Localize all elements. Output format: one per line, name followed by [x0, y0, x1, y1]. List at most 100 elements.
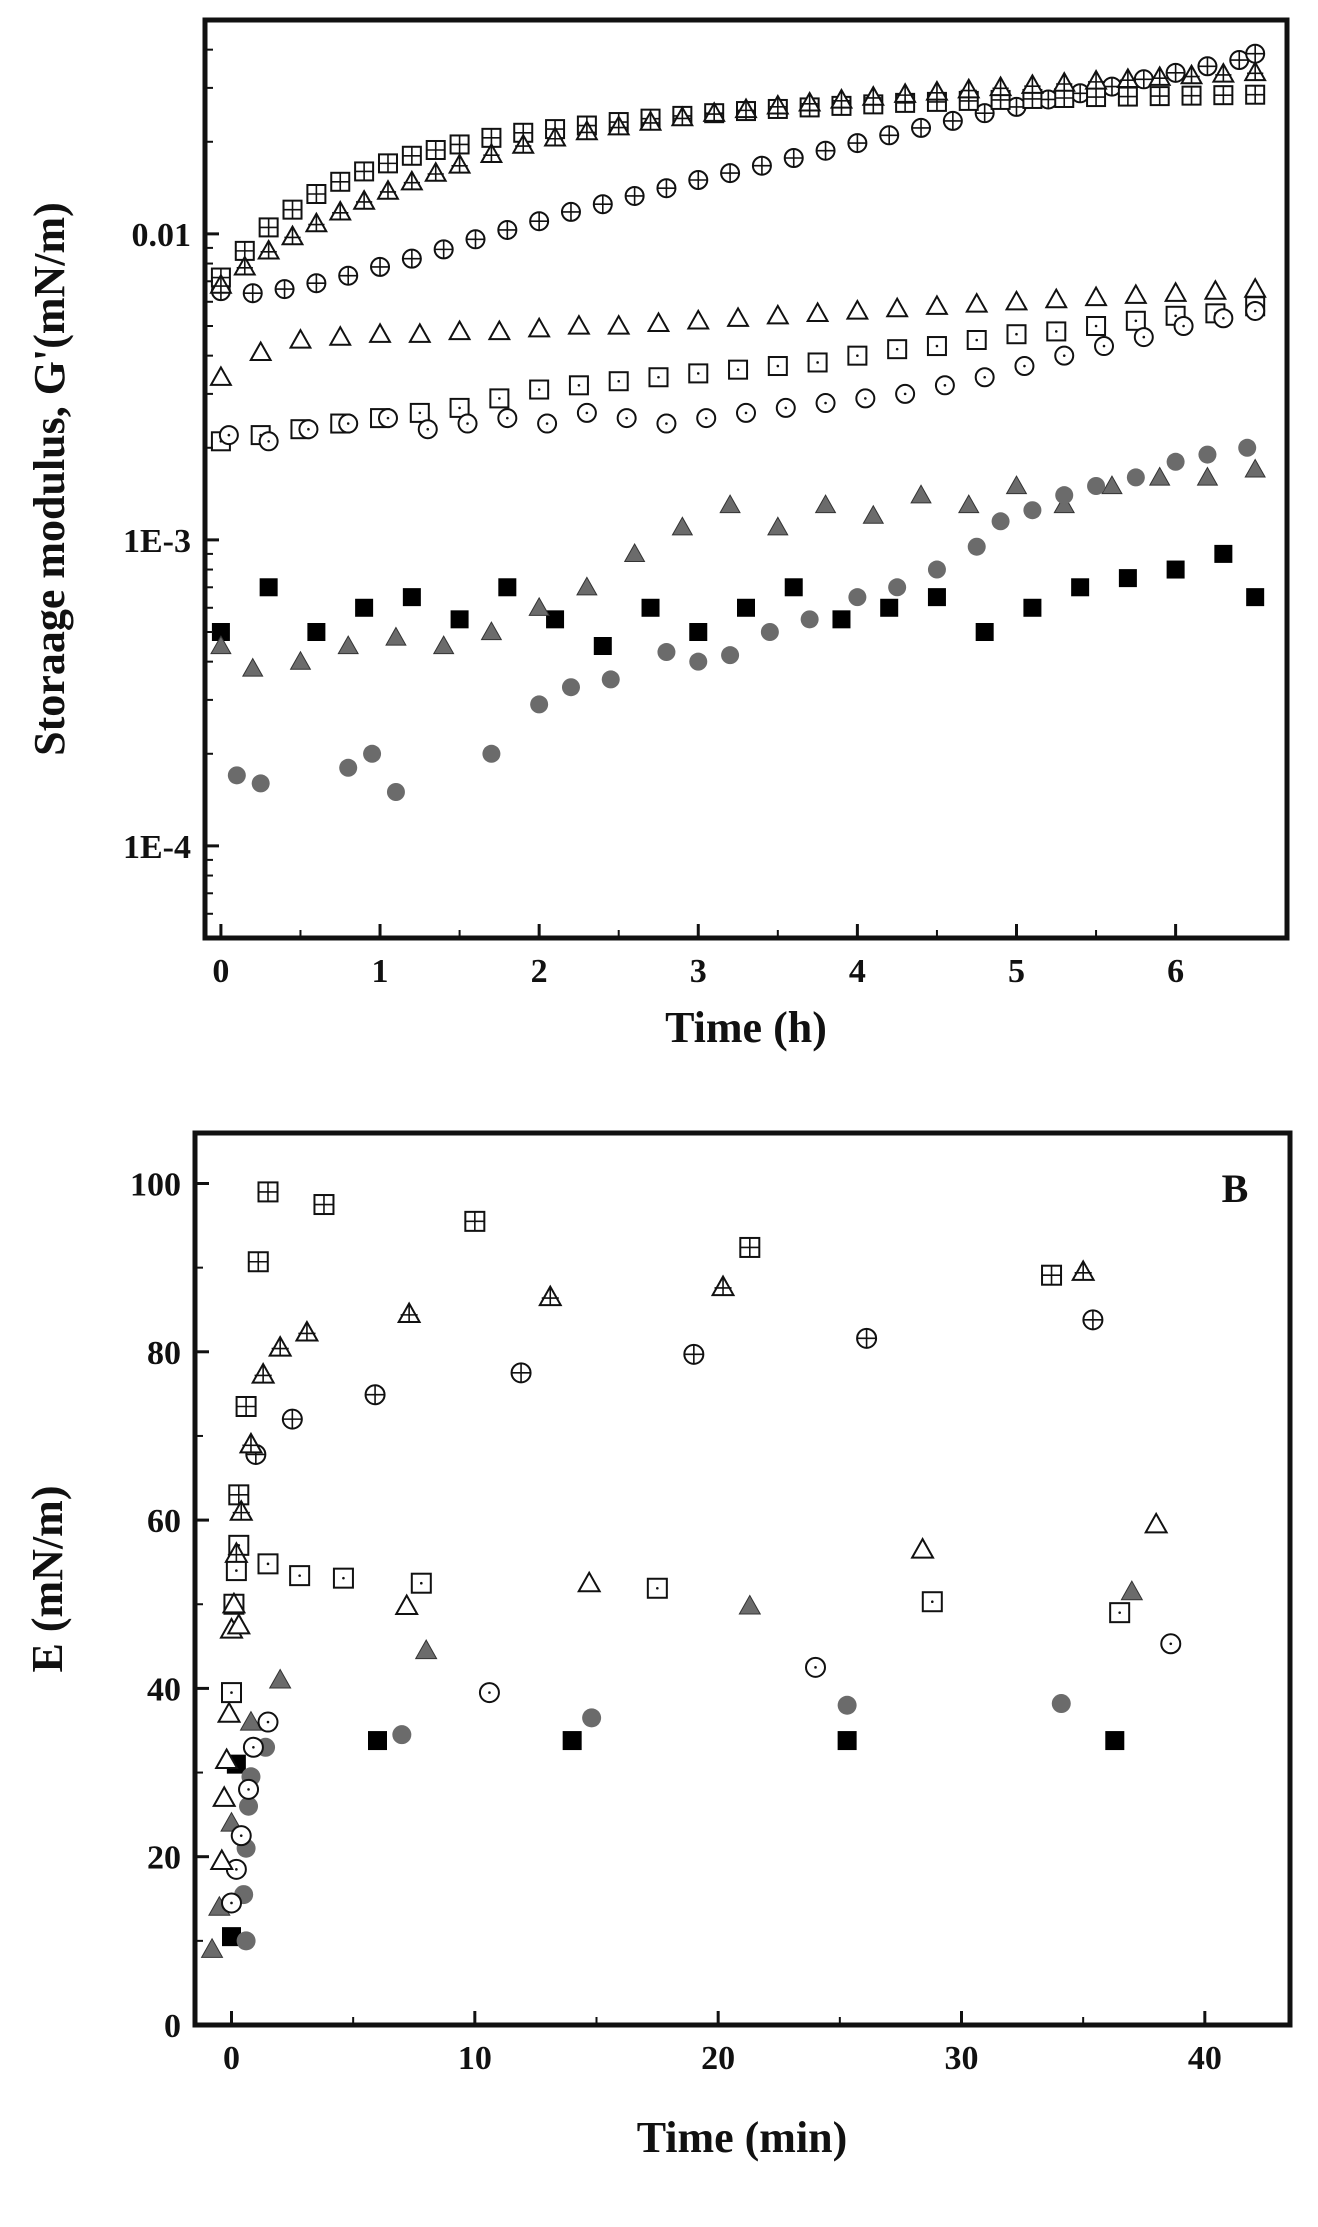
x-tick-label: 5	[1008, 953, 1025, 990]
data-point	[307, 623, 326, 641]
series-crossed-square	[228, 1181, 1063, 1506]
data-point	[974, 103, 995, 124]
data-point	[450, 610, 469, 629]
data-point	[527, 316, 551, 338]
data-point	[221, 1591, 247, 1614]
data-point	[1071, 578, 1090, 597]
data-point	[332, 1567, 354, 1589]
data-point	[562, 1731, 582, 1751]
data-point	[339, 758, 358, 777]
data-point	[1203, 279, 1228, 300]
data-point	[696, 408, 717, 429]
series-filled-circle	[234, 1694, 1071, 1951]
data-point	[257, 1711, 279, 1733]
data-point	[394, 1593, 419, 1616]
data-point	[1023, 501, 1042, 520]
data-point	[1243, 60, 1267, 82]
series-crossed-triangle	[209, 60, 1267, 294]
data-point	[510, 1362, 532, 1384]
y-tick-label: 40	[147, 1671, 181, 1708]
data-point	[377, 153, 398, 174]
data-point	[218, 425, 239, 446]
data-point	[934, 375, 955, 396]
data-point	[1051, 1694, 1071, 1714]
data-point	[306, 184, 327, 205]
data-point	[1198, 445, 1217, 464]
data-point	[328, 199, 352, 221]
data-point	[370, 256, 391, 277]
data-point	[814, 494, 837, 514]
data-point	[974, 367, 995, 388]
data-point	[807, 352, 828, 373]
series-open-triangle	[209, 277, 1267, 386]
data-point	[432, 635, 455, 655]
data-point	[683, 1343, 705, 1365]
series-open-circle	[218, 300, 1266, 452]
data-point	[528, 596, 550, 616]
x-tick-label: 2	[531, 953, 548, 990]
data-point	[910, 484, 932, 504]
data-point	[775, 397, 796, 418]
data-point	[1044, 287, 1068, 309]
data-point	[236, 1931, 256, 1951]
data-point	[289, 650, 312, 670]
data-point	[352, 189, 376, 210]
data-point	[546, 610, 565, 629]
series-filled-circle	[227, 438, 1257, 802]
data-point	[736, 402, 756, 423]
data-point	[1004, 289, 1029, 311]
data-point	[304, 211, 328, 233]
data-point	[238, 1431, 264, 1454]
panel-a-plot-area	[209, 43, 1267, 802]
x-tick-label: 0	[212, 953, 229, 990]
data-point	[1179, 63, 1204, 85]
data-point	[209, 365, 233, 386]
data-point	[306, 273, 327, 294]
data-point	[410, 1572, 432, 1594]
data-point	[670, 105, 694, 127]
data-point	[1133, 69, 1154, 90]
data-point	[607, 114, 631, 136]
data-point	[487, 319, 511, 341]
data-point	[241, 657, 264, 677]
x-tick-label: 6	[1167, 953, 1184, 990]
data-point	[1149, 86, 1170, 107]
data-point	[226, 1612, 251, 1635]
data-point	[927, 560, 946, 579]
data-point	[895, 383, 916, 404]
data-point	[257, 238, 281, 260]
y-tick-label: 0.01	[132, 217, 192, 254]
data-point	[1173, 316, 1194, 336]
data-point	[1196, 466, 1219, 486]
x-tick-label: 3	[690, 953, 707, 990]
data-point	[464, 1210, 486, 1232]
data-point	[760, 623, 779, 641]
data-point	[1164, 281, 1188, 302]
data-point	[396, 1301, 422, 1323]
data-point	[402, 588, 421, 607]
data-point	[212, 1785, 237, 1807]
y-tick-label: 80	[147, 1335, 181, 1372]
data-point	[958, 494, 980, 514]
data-point	[258, 431, 279, 452]
data-point	[1087, 477, 1106, 496]
data-point	[616, 408, 637, 429]
data-point	[719, 494, 741, 514]
data-point	[1116, 67, 1140, 88]
data-point	[766, 93, 790, 115]
data-point	[294, 1319, 320, 1342]
data-point	[848, 588, 867, 607]
data-point	[988, 75, 1013, 97]
series-crossed-circle	[245, 1309, 1104, 1465]
data-point	[624, 185, 645, 206]
data-point	[815, 140, 836, 161]
data-point	[1084, 285, 1108, 307]
panel-a: 0 1 2 3 4 5 6 1E-4 1E-3 0.01 Time (h) Storaage m…	[25, 17, 1290, 1052]
data-point	[861, 85, 885, 106]
data-point	[216, 1701, 242, 1723]
data-point	[465, 229, 486, 250]
data-point	[497, 408, 518, 429]
data-point	[1245, 84, 1266, 105]
data-point	[355, 598, 374, 617]
data-point	[1213, 308, 1234, 329]
